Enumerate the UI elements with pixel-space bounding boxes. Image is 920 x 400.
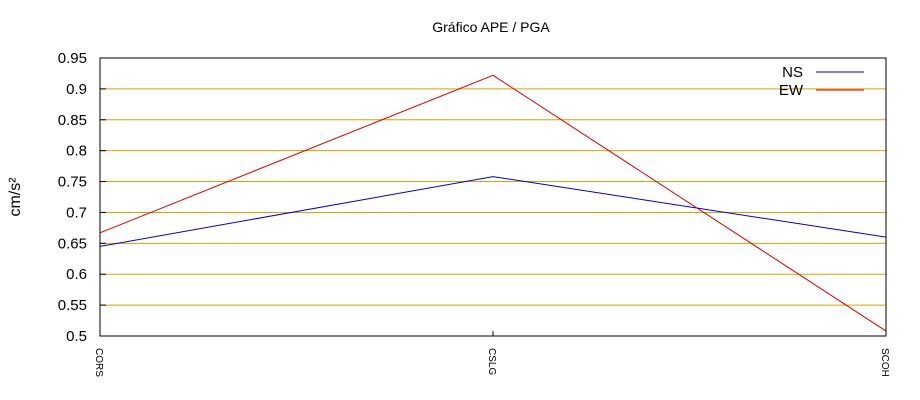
- x-tick-label: CSLG: [486, 348, 497, 375]
- y-tick-label: 0.55: [58, 297, 87, 314]
- y-tick-label: 0.75: [58, 174, 87, 191]
- x-tick-label: SCOH: [879, 348, 890, 377]
- y-tick-label: 0.65: [58, 235, 87, 252]
- y-tick-label: 0.7: [66, 204, 87, 221]
- series-line-ns: [99, 176, 887, 247]
- series-line-ew: [99, 74, 887, 332]
- legend-label: NS: [782, 64, 803, 81]
- legend-label: EW: [779, 82, 804, 99]
- y-tick-label: 0.9: [66, 81, 87, 98]
- y-tick-label: 0.5: [66, 328, 87, 345]
- y-tick-label: 0.6: [66, 266, 87, 283]
- series-lines: [99, 74, 887, 332]
- y-tick-label: 0.85: [58, 112, 87, 129]
- y-tick-label: 0.95: [58, 50, 87, 67]
- y-axis-ticks: 0.5 0.55 0.6 0.65 0.7 0.75 0.8 0.85 0.9 0.95: [58, 50, 106, 345]
- chart-title: Gráfico APE / PGA: [432, 19, 550, 35]
- plot-frame: [99, 57, 887, 337]
- x-axis-ticks: CORS CSLG SCOH: [93, 331, 890, 377]
- x-tick-label: CORS: [93, 348, 104, 377]
- y-tick-label: 0.8: [66, 143, 87, 160]
- gridlines: [100, 88, 886, 306]
- y-axis-label: cm/s²: [7, 177, 24, 217]
